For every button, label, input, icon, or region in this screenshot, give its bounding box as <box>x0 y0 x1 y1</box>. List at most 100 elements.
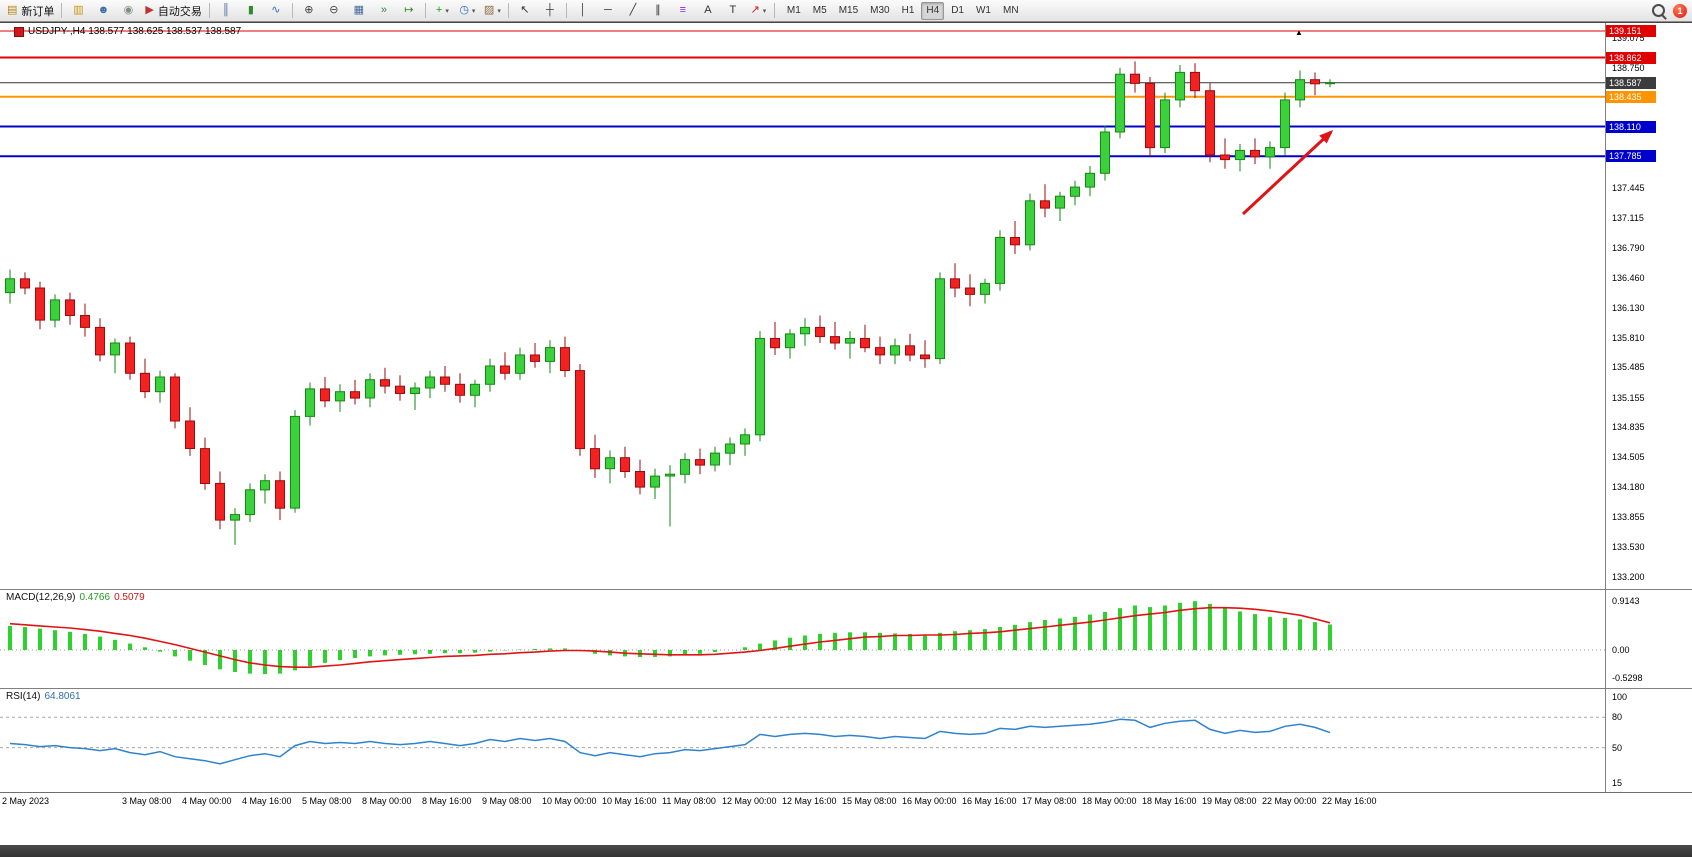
candle-body <box>1145 82 1155 149</box>
zoom-in-icon: ⊕ <box>304 4 314 16</box>
time-axis-label: 10 May 16:00 <box>602 796 657 806</box>
candle-body <box>1085 172 1095 188</box>
chart-shift-button[interactable]: ↦ <box>397 1 421 21</box>
candle-body <box>1130 73 1140 84</box>
horizontal-scrollbar[interactable] <box>0 845 1692 857</box>
candle-body <box>560 347 570 372</box>
candle-body <box>845 338 855 344</box>
crosshair-button[interactable]: ┼ <box>538 1 562 21</box>
tile-windows-button[interactable]: ▦ <box>347 1 371 21</box>
candle-body <box>800 326 810 335</box>
candle-body <box>410 387 420 394</box>
zoom-in-button[interactable]: ⊕ <box>297 1 321 21</box>
trendline-icon: ╱ <box>629 4 637 16</box>
dropdown-caret-icon: ▾ <box>471 7 476 15</box>
fibonacci-button[interactable]: ≡ <box>671 1 695 21</box>
cursor-button[interactable]: ↖ <box>513 1 537 21</box>
candle-body <box>665 473 675 477</box>
community-icon: ◉ <box>123 4 134 16</box>
rsi-panel[interactable]: RSI(14) 64.8061 <box>0 689 1692 792</box>
candle-body <box>290 415 300 509</box>
macd-scale-label: 0.00 <box>1612 645 1630 655</box>
candle-body <box>1070 186 1080 197</box>
toolbar-separator <box>208 3 210 18</box>
shapes-button[interactable]: ↗ ▾ <box>746 1 770 21</box>
templates-button[interactable]: ▨ ▾ <box>480 1 504 21</box>
timeframe-h1-button[interactable]: H1 <box>901 4 915 16</box>
candle-body <box>500 365 510 374</box>
candle-body <box>830 336 840 344</box>
candle-body <box>1160 99 1170 149</box>
trend-arrow-object[interactable] <box>1241 130 1333 216</box>
search-icon[interactable] <box>1652 4 1665 17</box>
panel-separator[interactable] <box>0 688 1692 689</box>
candle-body <box>155 376 165 393</box>
periods-button[interactable]: ◷ ▾ <box>455 1 479 21</box>
macd-panel[interactable]: MACD(12,26,9) 0.4766 0.5079 <box>0 590 1692 688</box>
trendline-button[interactable]: ╱ <box>621 1 645 21</box>
object-anchor-marker: ▲ <box>1295 28 1303 37</box>
timeframe-m15-button[interactable]: M15 <box>838 4 859 16</box>
bar-chart-button[interactable]: ║ <box>214 1 238 21</box>
text-button[interactable]: A <box>696 1 720 21</box>
candle-body <box>545 347 555 362</box>
toolbar-right: 1 <box>1652 3 1687 18</box>
candle-body <box>95 326 105 356</box>
dropdown-caret-icon: ▾ <box>445 7 449 15</box>
timeframe-mn-button[interactable]: MN <box>1002 4 1019 16</box>
vertical-line-button[interactable]: │ <box>571 1 595 21</box>
time-axis-label: 12 May 00:00 <box>722 796 777 806</box>
candle-body <box>140 372 150 393</box>
dropdown-caret-icon: ▾ <box>497 7 501 15</box>
candle-body <box>725 443 735 454</box>
channel-button[interactable]: ∥ <box>646 1 670 21</box>
new-order-button[interactable]: ▤ 新订单 <box>3 1 57 21</box>
candle-body <box>470 383 480 396</box>
indicators-button[interactable]: + ▾ <box>430 1 454 21</box>
notification-badge[interactable]: 1 <box>1673 3 1687 18</box>
candlestick-button[interactable]: ▮ <box>239 1 263 21</box>
profile-button[interactable]: ☻ <box>91 1 115 21</box>
line-chart-button[interactable]: ∿ <box>264 1 288 21</box>
candle-body <box>755 338 765 436</box>
auto-scroll-button[interactable]: » <box>372 1 396 21</box>
time-axis-label: 22 May 16:00 <box>1322 796 1377 806</box>
toolbar-separator <box>507 3 509 18</box>
profile-icon: ☻ <box>97 4 110 16</box>
price-chart-panel[interactable]: ▲ USDJPY-,H4 138.577 138.625 138.537 138… <box>0 22 1692 589</box>
candle-body <box>5 278 15 294</box>
autotrading-icon: ▶ <box>145 4 154 16</box>
zoom-out-button[interactable]: ⊖ <box>322 1 346 21</box>
macd-value-signal: 0.5079 <box>114 592 145 603</box>
timeframe-d1-button[interactable]: D1 <box>951 4 964 16</box>
candle-body <box>785 333 795 349</box>
timeframe-m30-button[interactable]: M30 <box>870 4 890 16</box>
label-button[interactable]: T <box>721 1 745 21</box>
timeframe-m5-button[interactable]: M5 <box>812 4 827 16</box>
timeframe-m1-button[interactable]: M1 <box>786 4 801 16</box>
candle-body <box>80 315 90 328</box>
toolbar-separator <box>773 3 775 18</box>
trend-arrow-head <box>1319 129 1334 144</box>
time-axis[interactable]: 2 May 2023 3 May 08:00 4 May 00:00 4 May 16… <box>0 792 1692 811</box>
toolbar-buttons: ▤ 新订单 ▥ ☻ ◉ ▶ 自动交易 ║ ▮ ∿ ⊕ ⊖ ▦» ↦ + ▾ ◷ ▾ ▨ ▾ ↖ ┼ │ ─ ╱ ∥ ≡ A T ↗ ▾ <box>3 1 778 21</box>
autotrading-button[interactable]: ▶ 自动交易 <box>141 1 204 21</box>
time-axis-label: 8 May 16:00 <box>422 796 472 806</box>
price-tick-label: 133.530 <box>1612 542 1645 552</box>
price-line-label: 138.862 <box>1606 52 1656 64</box>
dropdown-caret-icon: ▾ <box>762 7 767 15</box>
candle-body <box>995 237 1005 284</box>
horizontal-line-button[interactable]: ─ <box>596 1 620 21</box>
timeframe-w1-button[interactable]: W1 <box>975 4 991 16</box>
candle-body <box>770 338 780 349</box>
panel-separator[interactable] <box>0 589 1692 590</box>
time-axis-label: 4 May 00:00 <box>182 796 232 806</box>
candle-body <box>635 471 645 488</box>
candle-body <box>710 452 720 466</box>
timeframe-h4-button[interactable]: H4 <box>921 1 945 20</box>
chart-button[interactable]: ▥ <box>66 1 90 21</box>
community-button[interactable]: ◉ <box>116 1 140 21</box>
candle-body <box>695 459 705 466</box>
toolbar-separator <box>424 3 426 18</box>
vline-icon: │ <box>579 4 587 16</box>
